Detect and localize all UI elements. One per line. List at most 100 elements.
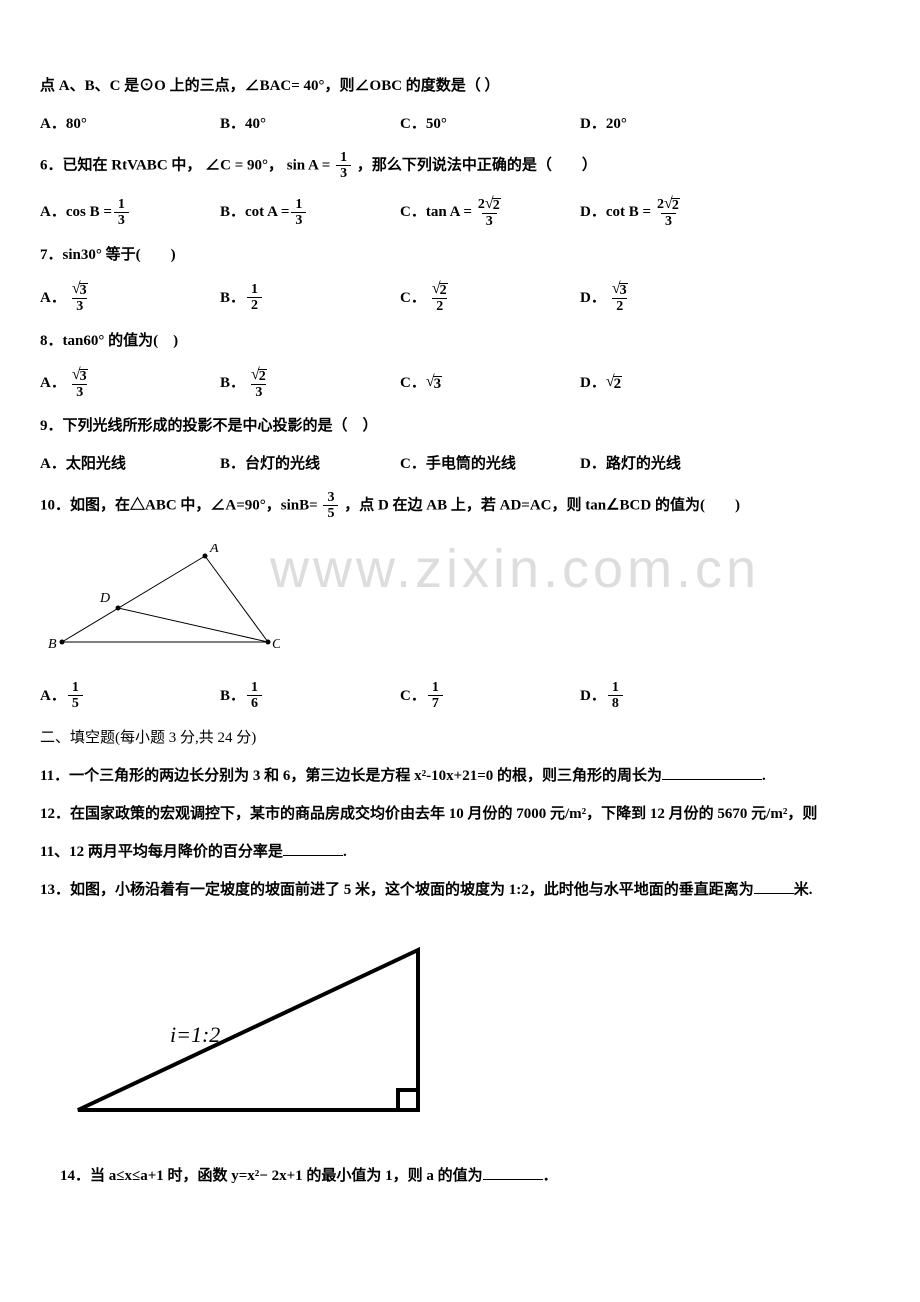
q6-opt-a: A．cos B = 13 xyxy=(40,196,220,229)
q14-text: 14．当 a≤x≤a+1 时，函数 y=x²− 2x+1 的最小值为 1，则 a… xyxy=(60,1168,483,1184)
q8-opt-c: C． √3 xyxy=(400,367,580,400)
q6-a-num: 1 xyxy=(114,197,129,212)
q13-slope-figure: i=1:2 xyxy=(60,932,440,1122)
svg-text:C: C xyxy=(272,637,280,652)
q6-d-rad: 2 xyxy=(671,198,680,213)
q8: 8．tan60° 的值为( ) xyxy=(40,329,880,353)
q6-pre: 6．已知在 RtVABC 中， ∠C = 90°， sin A = xyxy=(40,157,334,173)
q13-text: 13．如图，小杨沿着有一定坡度的坡面前进了 5 米，这个坡面的坡度为 1:2，此… xyxy=(40,882,754,898)
q7-options: A． √33 B． 12 C． √22 D． √32 xyxy=(40,281,880,314)
q5-opt-b: B．40° xyxy=(220,112,400,136)
q13-blank xyxy=(754,880,794,894)
q8-options: A． √33 B． √23 C． √3 D． √2 xyxy=(40,367,880,400)
q11-blank xyxy=(662,766,762,780)
q6: 6．已知在 RtVABC 中， ∠C = 90°， sin A = 1 3 ，那… xyxy=(40,150,880,182)
q7-opt-c: C． √22 xyxy=(400,281,580,314)
q12b-text: 11、12 两月平均每月降价的百分率是 xyxy=(40,844,283,860)
q11: 11．一个三角形的两边长分别为 3 和 6，第三边长是方程 x²-10x+21=… xyxy=(40,764,880,788)
q9: 9．下列光线所形成的投影不是中心投影的是（ ） xyxy=(40,414,880,438)
q5-opt-c: C．50° xyxy=(400,112,580,136)
q7-b-den: 2 xyxy=(247,297,262,313)
q11-dot: . xyxy=(762,768,766,784)
q6-b-den: 3 xyxy=(291,212,306,228)
q6-c-numpre: 2 xyxy=(478,197,485,212)
q5-options: A．80° B．40° C．50° D．20° xyxy=(40,112,880,136)
q10-frac: 3 5 xyxy=(323,490,338,522)
q8-a-den: 3 xyxy=(72,384,87,400)
q10-a-num: 1 xyxy=(68,680,83,695)
q10: 10．如图，在△ABC 中，∠A=90°，sinB= 3 5 ，点 D 在边 A… xyxy=(40,490,880,522)
q5-tail: 点 A、B、C 是⊙O 上的三点，∠BAC= 40°，则∠OBC 的度数是（ ） xyxy=(40,74,880,98)
q10-d-den: 8 xyxy=(608,695,623,711)
q6-b-num: 1 xyxy=(291,197,306,212)
q13-post: 米. xyxy=(794,882,813,898)
q8-b-pre: B． xyxy=(220,371,245,395)
q10-post: ，点 D 在边 AB 上，若 AD=AC，则 tan∠BCD 的值为( ) xyxy=(344,497,740,513)
q6-frac-den: 3 xyxy=(336,165,351,181)
q8-c-pre: C． xyxy=(400,371,426,395)
q6-opt-c: C．tan A = 2√2 3 xyxy=(400,196,580,229)
q9-opt-c: C．手电筒的光线 xyxy=(400,452,580,476)
q8-b-den: 3 xyxy=(251,384,266,400)
q5-opt-d: D．20° xyxy=(580,112,760,136)
q10-opt-b: B． 16 xyxy=(220,680,400,712)
q10-c-pre: C． xyxy=(400,684,426,708)
q10-opt-c: C． 17 xyxy=(400,680,580,712)
q6-opt-d: D．cot B = 2√2 3 xyxy=(580,196,760,229)
q8-opt-d: D． √2 xyxy=(580,367,760,400)
q6-c-rad: 2 xyxy=(492,198,501,213)
svg-text:i=1:2: i=1:2 xyxy=(170,1022,220,1047)
q13: 13．如图，小杨沿着有一定坡度的坡面前进了 5 米，这个坡面的坡度为 1:2，此… xyxy=(40,878,880,902)
q8-opt-b: B． √23 xyxy=(220,367,400,400)
q7-c-den: 2 xyxy=(432,298,447,314)
q10-opt-d: D． 18 xyxy=(580,680,760,712)
q9-opt-b: B．台灯的光线 xyxy=(220,452,400,476)
q7-a-pre: A． xyxy=(40,286,66,310)
q7-c-pre: C． xyxy=(400,286,426,310)
q6-post: ，那么下列说法中正确的是（ ） xyxy=(357,157,597,173)
q10-pre: 10．如图，在△ABC 中，∠A=90°，sinB= xyxy=(40,497,321,513)
q6-d-numpre: 2 xyxy=(657,197,664,212)
q6-c-den: 3 xyxy=(482,213,497,229)
q12b: 11、12 两月平均每月降价的百分率是. xyxy=(40,840,880,864)
q10-b-pre: B． xyxy=(220,684,245,708)
q7-b-num: 1 xyxy=(247,282,262,297)
svg-text:D: D xyxy=(99,591,110,606)
q6-frac: 1 3 xyxy=(336,150,351,182)
q7-d-den: 2 xyxy=(612,298,627,314)
q6-a-den: 3 xyxy=(114,212,129,228)
q6-options: A．cos B = 13 B．cot A = 13 C．tan A = 2√2 … xyxy=(40,196,880,229)
q6-d-den: 3 xyxy=(661,213,676,229)
watermark: www.zixin.com.cn xyxy=(270,526,760,612)
q8-c-rad: 3 xyxy=(433,376,443,392)
q8-d-pre: D． xyxy=(580,371,606,395)
q7-c-rad: 2 xyxy=(439,283,448,298)
q11-text: 11．一个三角形的两边长分别为 3 和 6，第三边长是方程 x²-10x+21=… xyxy=(40,768,662,784)
q6-a-pre: A．cos B = xyxy=(40,200,112,224)
q10-c-num: 1 xyxy=(428,680,443,695)
q6-b-pre: B．cot A = xyxy=(220,200,289,224)
q10-d-num: 1 xyxy=(608,680,623,695)
q7-d-rad: 3 xyxy=(619,283,628,298)
svg-text:B: B xyxy=(48,637,57,652)
q7-opt-d: D． √32 xyxy=(580,281,760,314)
q9-options: A．太阳光线 B．台灯的光线 C．手电筒的光线 D．路灯的光线 xyxy=(40,452,880,476)
q10-frac-num: 3 xyxy=(323,490,338,505)
q7-d-pre: D． xyxy=(580,286,606,310)
q8-a-pre: A． xyxy=(40,371,66,395)
q7: 7．sin30° 等于( ) xyxy=(40,243,880,267)
q10-options: A． 15 B． 16 C． 17 D． 18 xyxy=(40,680,880,712)
q12-blank xyxy=(283,842,343,856)
q6-opt-b: B．cot A = 13 xyxy=(220,196,400,229)
section2-heading: 二、填空题(每小题 3 分,共 24 分) xyxy=(40,726,880,750)
q12a: 12．在国家政策的宏观调控下，某市的商品房成交均价由去年 10 月份的 7000… xyxy=(40,802,880,826)
q10-frac-den: 5 xyxy=(323,505,338,521)
q7-b-pre: B． xyxy=(220,286,245,310)
q10-a-pre: A． xyxy=(40,684,66,708)
q14-blank xyxy=(483,1166,543,1180)
q10-d-pre: D． xyxy=(580,684,606,708)
q8-d-rad: 2 xyxy=(613,376,623,392)
q5-opt-a: A．80° xyxy=(40,112,220,136)
q14: 14．当 a≤x≤a+1 时，函数 y=x²− 2x+1 的最小值为 1，则 a… xyxy=(60,1164,880,1188)
q10-a-den: 5 xyxy=(68,695,83,711)
